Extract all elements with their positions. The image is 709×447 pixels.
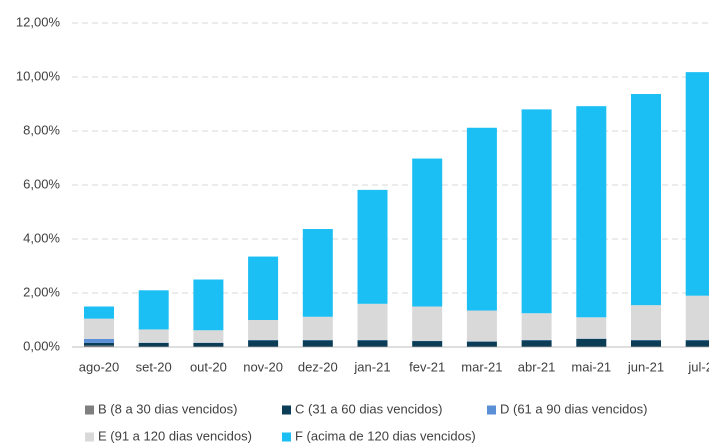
- legend-label: D (61 a 90 dias vencidos): [500, 401, 647, 416]
- bar-segment: [412, 306, 443, 341]
- bar-segment: [685, 340, 709, 347]
- bar-segment: [248, 320, 279, 340]
- bar-segment: [466, 346, 497, 347]
- legend-label: F (acima de 120 dias vencidos): [295, 428, 476, 443]
- bar-segment: [466, 341, 497, 347]
- bar-segment: [138, 346, 169, 347]
- bar-segment: [576, 338, 607, 347]
- bar-segment: [685, 72, 709, 296]
- bar-segment: [302, 340, 333, 347]
- bar-segment: [357, 189, 388, 304]
- x-tick-label: dez-20: [298, 359, 338, 374]
- bar-segment: [357, 346, 388, 347]
- legend-swatch: [85, 432, 94, 442]
- legend-label: E (91 a 120 dias vencidos): [98, 428, 252, 443]
- x-tick-label: fev-21: [409, 359, 445, 374]
- bar-segment: [138, 329, 169, 343]
- legend-swatch: [487, 405, 496, 415]
- y-tick-label: 6,00%: [23, 176, 60, 191]
- bar-segment: [412, 346, 443, 347]
- bar-segment: [631, 346, 661, 347]
- legend-label: B (8 a 30 dias vencidos): [98, 401, 237, 416]
- bar-segment: [576, 317, 607, 339]
- y-tick-label: 12,00%: [16, 14, 61, 29]
- bar-segment: [521, 313, 552, 340]
- x-tick-label: out-20: [190, 359, 227, 374]
- bar-segment: [84, 306, 114, 319]
- bar-segment: [466, 127, 497, 311]
- x-tick-label: set-20: [136, 359, 172, 374]
- bar-segment: [84, 342, 114, 346]
- bar-segment: [576, 346, 607, 347]
- y-tick-label: 8,00%: [23, 122, 60, 137]
- legend-swatch: [85, 405, 94, 415]
- bar-segment: [357, 303, 388, 340]
- bar-segment: [631, 94, 661, 306]
- bar-segment: [138, 290, 169, 330]
- bar-segment: [576, 106, 607, 318]
- x-tick-label: ago-20: [79, 359, 119, 374]
- x-tick-label: mai-21: [571, 359, 611, 374]
- legend-swatch: [282, 432, 291, 442]
- bar-segment: [631, 340, 661, 347]
- bar-segment: [138, 342, 169, 347]
- y-tick-label: 0,00%: [23, 338, 60, 353]
- x-tick-label: mar-21: [461, 359, 502, 374]
- legend-swatch: [282, 405, 291, 415]
- bar-segment: [193, 279, 224, 331]
- bar-segment: [84, 345, 114, 347]
- y-tick-label: 10,00%: [16, 68, 61, 83]
- bar-segment: [685, 346, 709, 347]
- bar-segment: [302, 346, 333, 347]
- bar-segment: [302, 229, 333, 317]
- bar-segment: [521, 340, 552, 347]
- bar-segment: [193, 342, 224, 347]
- bar-segment: [412, 158, 443, 307]
- bar-segment: [248, 340, 279, 347]
- bar-segment: [84, 318, 114, 339]
- x-tick-label: jun-21: [627, 359, 664, 374]
- x-tick-label: nov-20: [243, 359, 283, 374]
- x-tick-label: jan-21: [353, 359, 390, 374]
- legend-label: C (31 a 60 dias vencidos): [295, 401, 442, 416]
- bar-segment: [521, 109, 552, 314]
- y-tick-label: 2,00%: [23, 284, 60, 299]
- bar-segment: [466, 310, 497, 342]
- x-tick-label: abr-21: [518, 359, 556, 374]
- bar-segment: [685, 295, 709, 340]
- bar-segment: [302, 316, 333, 340]
- x-tick-label: jul-2: [687, 359, 709, 374]
- bar-segment: [521, 346, 552, 347]
- y-tick-label: 4,00%: [23, 230, 60, 245]
- bar-segment: [248, 346, 279, 347]
- bar-segment: [193, 346, 224, 347]
- bar-segment: [193, 330, 224, 343]
- bar-segment: [412, 341, 443, 347]
- bar-segment: [84, 338, 114, 343]
- bar-segment: [248, 256, 279, 320]
- bar-segment: [357, 340, 388, 347]
- bar-segment: [631, 305, 661, 340]
